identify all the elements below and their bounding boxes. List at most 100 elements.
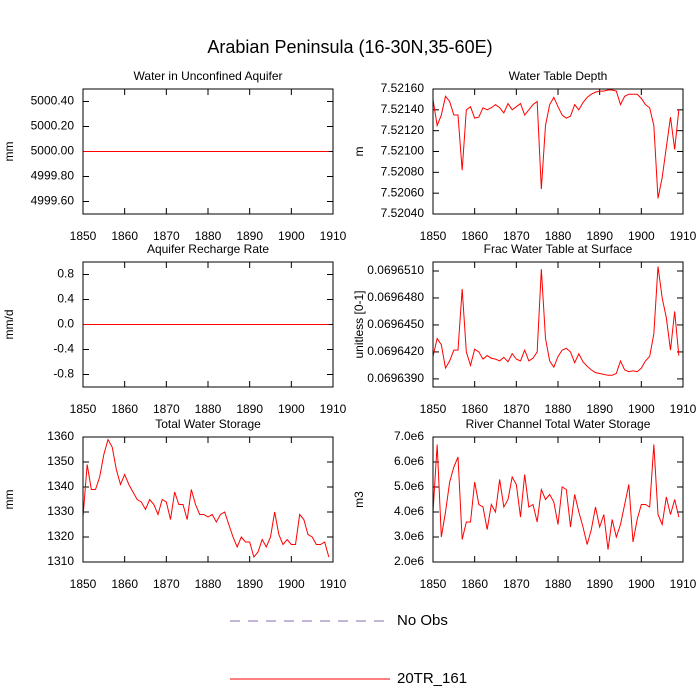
series-line: [432, 89, 680, 199]
y-tick-label: 7.0e6: [394, 429, 424, 443]
x-tick-label: 1900: [628, 577, 655, 591]
y-axis-label: mm: [2, 142, 16, 162]
x-tick-label: 1900: [278, 402, 305, 416]
x-tick-label: 1850: [70, 577, 97, 591]
x-tick-label: 1900: [278, 229, 305, 243]
plot-frame: [432, 88, 684, 215]
x-tick-label: 1850: [420, 577, 447, 591]
legend-label: 20TR_161: [397, 670, 467, 687]
x-tick-label: 1910: [670, 577, 697, 591]
plot-frame: [82, 88, 334, 215]
x-tick-label: 1880: [195, 577, 222, 591]
x-tick-label: 1870: [503, 229, 530, 243]
x-tick-label: 1880: [545, 577, 572, 591]
x-tick-label: 1890: [236, 577, 263, 591]
x-tick-label: 1850: [420, 402, 447, 416]
x-tick-label: 1890: [236, 402, 263, 416]
y-tick-label: 7.52160: [381, 81, 425, 95]
y-tick-label: 7.52060: [381, 185, 425, 199]
x-tick-label: 1900: [628, 229, 655, 243]
x-tick-label: 1870: [503, 577, 530, 591]
panel-title: Aquifer Recharge Rate: [147, 242, 269, 256]
y-axis-label: unitless [0-1]: [352, 290, 366, 358]
y-axis-label: mm/d: [2, 310, 16, 340]
series-line: [82, 438, 330, 559]
x-tick-label: 1860: [111, 577, 138, 591]
x-tick-label: 1890: [586, 577, 613, 591]
panel-title: Water Table Depth: [509, 69, 608, 83]
series-line: [432, 444, 680, 550]
x-tick-label: 1870: [153, 577, 180, 591]
x-tick-label: 1900: [278, 577, 305, 591]
plot-frame: [432, 261, 684, 388]
y-tick-label: 7.52140: [381, 102, 425, 116]
y-tick-label: 5000.40: [31, 94, 75, 108]
x-tick-label: 1850: [420, 229, 447, 243]
y-axis-label: m3: [352, 491, 366, 508]
y-tick-label: 0.0696450: [367, 317, 424, 331]
panel-title: Total Water Storage: [155, 417, 261, 431]
y-tick-label: 2.0e6: [394, 554, 424, 568]
y-tick-label: 1330: [47, 504, 74, 518]
y-axis-label: m: [352, 147, 366, 157]
y-tick-label: 1310: [47, 554, 74, 568]
x-tick-label: 1880: [545, 402, 572, 416]
y-tick-label: 1340: [47, 479, 74, 493]
x-tick-label: 1910: [320, 577, 347, 591]
plot-frame: [82, 261, 334, 388]
figure-title: Arabian Peninsula (16-30N,35-60E): [207, 37, 492, 57]
x-tick-label: 1860: [111, 229, 138, 243]
panel-title: Water in Unconfined Aquifer: [134, 69, 283, 83]
y-tick-label: 7.52100: [381, 144, 425, 158]
x-tick-label: 1900: [628, 402, 655, 416]
x-tick-label: 1890: [236, 229, 263, 243]
x-tick-label: 1870: [153, 229, 180, 243]
x-tick-label: 1910: [320, 402, 347, 416]
y-tick-label: 3.0e6: [394, 529, 424, 543]
y-tick-label: 0.0696480: [367, 290, 424, 304]
x-tick-label: 1910: [670, 402, 697, 416]
y-tick-label: 0.8: [57, 267, 74, 281]
y-tick-label: 4.0e6: [394, 504, 424, 518]
x-tick-label: 1850: [70, 402, 97, 416]
y-axis-label: mm: [2, 490, 16, 510]
y-tick-label: 5.0e6: [394, 479, 424, 493]
x-tick-label: 1910: [670, 229, 697, 243]
panel-title: Frac Water Table at Surface: [484, 242, 633, 256]
x-tick-label: 1860: [461, 402, 488, 416]
y-tick-label: 6.0e6: [394, 454, 424, 468]
y-tick-label: 5000.20: [31, 119, 75, 133]
x-tick-label: 1880: [195, 402, 222, 416]
plot-frame: [432, 436, 684, 563]
x-tick-label: 1860: [461, 577, 488, 591]
y-tick-label: 4999.60: [31, 194, 75, 208]
x-tick-label: 1860: [111, 402, 138, 416]
y-tick-label: 1350: [47, 454, 74, 468]
legend-label: No Obs: [397, 612, 448, 629]
plot-frame: [82, 436, 334, 563]
x-tick-label: 1850: [70, 229, 97, 243]
y-tick-label: 0.0: [57, 317, 74, 331]
y-tick-label: 7.52040: [381, 206, 425, 220]
y-tick-label: 7.52080: [381, 165, 425, 179]
x-tick-label: 1870: [503, 402, 530, 416]
y-tick-label: 1360: [47, 429, 74, 443]
x-tick-label: 1880: [195, 229, 222, 243]
y-tick-label: 0.0696420: [367, 344, 424, 358]
y-tick-label: 5000.00: [31, 144, 75, 158]
x-tick-label: 1860: [461, 229, 488, 243]
y-tick-label: 0.4: [57, 292, 74, 306]
x-tick-label: 1910: [320, 229, 347, 243]
panel-title: River Channel Total Water Storage: [466, 417, 651, 431]
y-tick-label: 4999.80: [31, 169, 75, 183]
y-tick-label: 1320: [47, 529, 74, 543]
series-line: [432, 266, 680, 376]
x-tick-label: 1890: [586, 402, 613, 416]
y-tick-label: -0.8: [53, 367, 74, 381]
y-tick-label: 7.52120: [381, 123, 425, 137]
y-tick-label: -0.4: [53, 342, 74, 356]
y-tick-label: 0.0696390: [367, 371, 424, 385]
x-tick-label: 1870: [153, 402, 180, 416]
y-tick-label: 0.0696510: [367, 263, 424, 277]
